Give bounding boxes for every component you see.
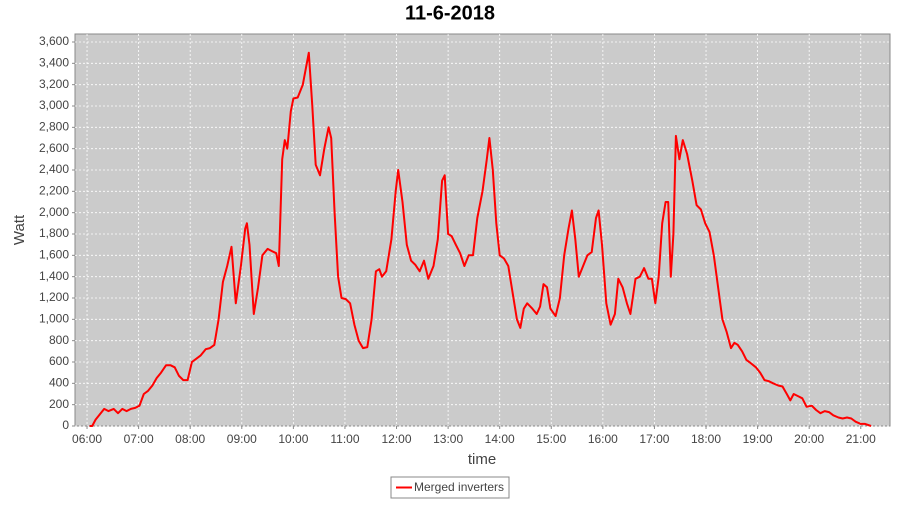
x-tick-label: 06:00 <box>72 432 102 446</box>
y-tick-label: 400 <box>49 376 69 390</box>
y-tick-label: 1,600 <box>39 248 69 262</box>
x-tick-label: 20:00 <box>794 432 824 446</box>
y-tick-label: 2,400 <box>39 162 69 176</box>
y-tick-label: 3,200 <box>39 77 69 91</box>
y-tick-label: 1,800 <box>39 226 69 240</box>
legend-box <box>390 476 510 499</box>
y-tick-label: 2,200 <box>39 184 69 198</box>
x-tick-label: 21:00 <box>846 432 876 446</box>
y-tick-label: 1,000 <box>39 312 69 326</box>
x-tick-label: 11:00 <box>330 432 359 446</box>
y-tick-label: 800 <box>49 333 69 347</box>
x-tick-label: 17:00 <box>639 432 669 446</box>
y-tick-label: 600 <box>49 354 69 368</box>
x-tick-label: 18:00 <box>691 432 721 446</box>
y-tick-label: 200 <box>49 397 69 411</box>
y-tick-label: 2,000 <box>39 205 69 219</box>
x-tick-label: 12:00 <box>382 432 412 446</box>
x-tick-label: 13:00 <box>433 432 463 446</box>
x-tick-label: 15:00 <box>536 432 566 446</box>
chart-title: 11-6-2018 <box>405 2 495 24</box>
y-tick-label: 3,000 <box>39 98 69 112</box>
x-tick-label: 08:00 <box>175 432 205 446</box>
x-axis-label: time <box>468 451 496 468</box>
x-tick-label: 09:00 <box>227 432 257 446</box>
y-axis-label: Watt <box>11 214 28 245</box>
y-tick-label: 0 <box>62 418 69 432</box>
x-tick-label: 14:00 <box>485 432 515 446</box>
y-tick-label: 1,200 <box>39 290 69 304</box>
legend-label: Merged inverters <box>414 480 504 494</box>
x-tick-label: 16:00 <box>588 432 618 446</box>
y-tick-label: 3,400 <box>39 56 69 70</box>
x-tick-label: 07:00 <box>124 432 154 446</box>
y-tick-label: 2,800 <box>39 120 69 134</box>
y-tick-label: 2,600 <box>39 141 69 155</box>
y-tick-label: 3,600 <box>39 34 69 48</box>
y-tick-label: 1,400 <box>39 269 69 283</box>
series-line <box>89 51 872 427</box>
x-tick-label: 19:00 <box>743 432 773 446</box>
plot-area <box>74 33 891 427</box>
x-tick-label: 10:00 <box>278 432 308 446</box>
